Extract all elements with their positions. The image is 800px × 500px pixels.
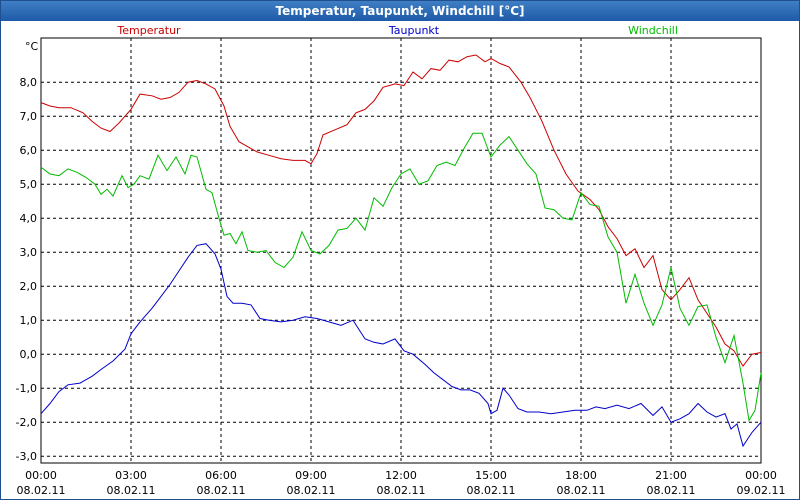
x-tick-time-label: 21:00 <box>655 469 687 482</box>
x-tick-date-label: 08.02.11 <box>467 484 516 497</box>
y-tick-label: 6,0 <box>20 144 38 157</box>
x-tick-date-label: 08.02.11 <box>557 484 606 497</box>
x-tick-date-label: 08.02.11 <box>647 484 696 497</box>
x-tick-date-label: 08.02.11 <box>377 484 426 497</box>
x-tick-time-label: 12:00 <box>385 469 417 482</box>
y-tick-label: 4,0 <box>20 212 38 225</box>
x-tick-date-label: 09.02.11 <box>737 484 786 497</box>
y-tick-label: 0,0 <box>20 348 38 361</box>
series-line-windchill <box>40 132 762 422</box>
x-tick-date-label: 08.02.11 <box>287 484 336 497</box>
window-title: Temperatur, Taupunkt, Windchill [°C] <box>1 1 799 21</box>
x-tick-time-label: 09:00 <box>295 469 327 482</box>
x-tick-date-label: 08.02.11 <box>17 484 66 497</box>
x-tick-time-label: 00:00 <box>25 469 57 482</box>
x-tick-date-label: 08.02.11 <box>107 484 156 497</box>
y-tick-label: 8,0 <box>20 76 38 89</box>
series-line-taupunkt <box>40 243 762 448</box>
series-line-temperatur <box>40 54 762 367</box>
y-tick-label: 5,0 <box>20 178 38 191</box>
y-tick-label: -2,0 <box>16 416 37 429</box>
legend-entry-temperatur: Temperatur <box>116 24 181 37</box>
legend-entry-windchill: Windchill <box>628 24 678 37</box>
legend-entry-taupunkt: Taupunkt <box>388 24 440 37</box>
y-tick-label: 3,0 <box>20 246 38 259</box>
y-tick-label: 1,0 <box>20 314 38 327</box>
x-tick-time-label: 18:00 <box>565 469 597 482</box>
x-tick-time-label: 06:00 <box>205 469 237 482</box>
y-tick-label: 7,0 <box>20 110 38 123</box>
x-tick-time-label: 15:00 <box>475 469 507 482</box>
x-tick-time-label: 00:00 <box>745 469 777 482</box>
x-tick-time-label: 03:00 <box>115 469 147 482</box>
y-axis-label: °C <box>25 40 39 53</box>
x-tick-date-label: 08.02.11 <box>197 484 246 497</box>
y-tick-label: -1,0 <box>16 382 37 395</box>
y-tick-label: -3,0 <box>16 450 37 463</box>
y-tick-label: 2,0 <box>20 280 38 293</box>
